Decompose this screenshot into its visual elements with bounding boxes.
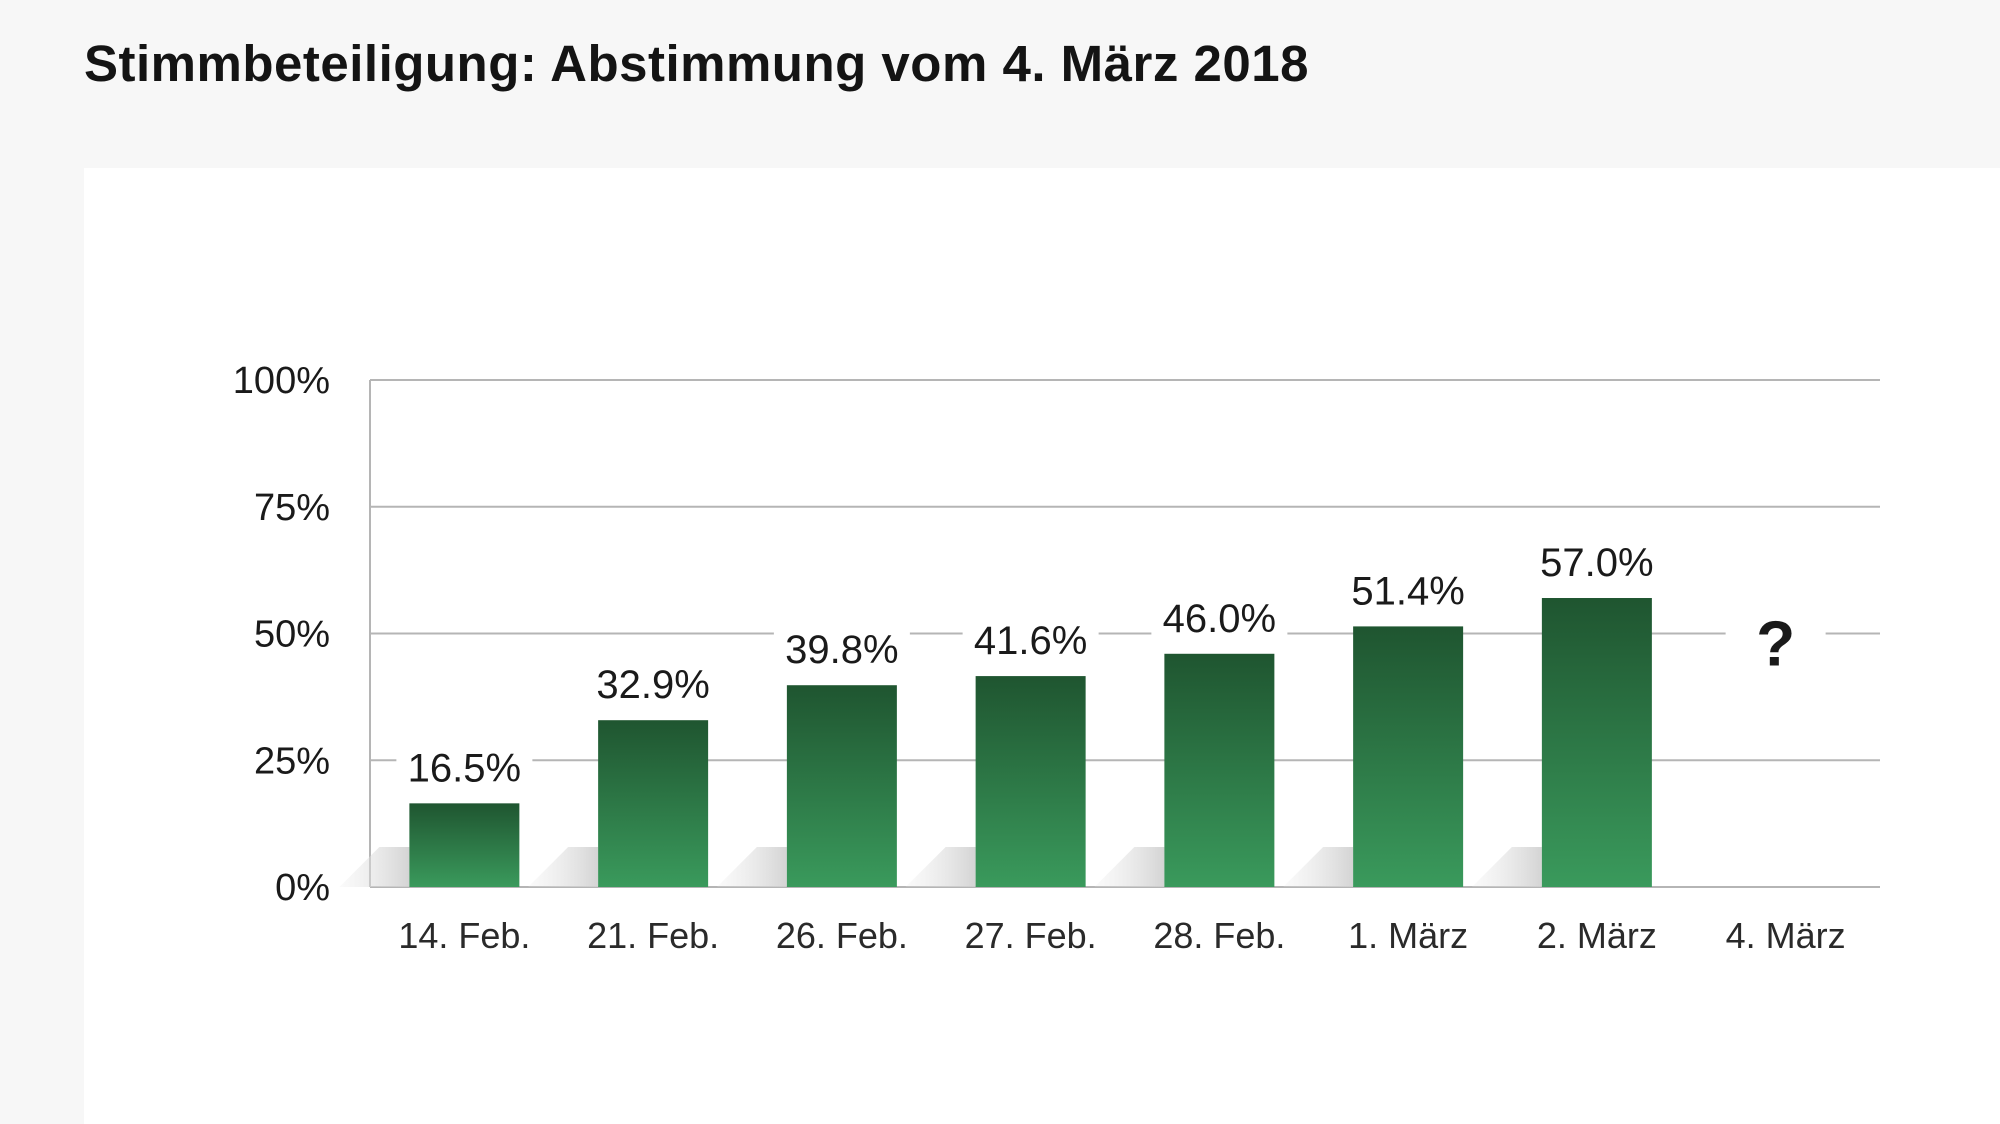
value-label: 32.9% xyxy=(596,663,709,707)
value-label: 51.4% xyxy=(1351,569,1464,613)
y-tick-label: 25% xyxy=(254,740,330,782)
x-tick-label: 4. März xyxy=(1726,915,1846,956)
x-tick-label: 21. Feb. xyxy=(587,915,719,956)
bar-shadow xyxy=(339,847,410,887)
x-tick-label: 27. Feb. xyxy=(965,915,1097,956)
unknown-label-bg xyxy=(1725,593,1826,674)
x-tick-label: 28. Feb. xyxy=(1153,915,1285,956)
y-tick-label: 50% xyxy=(254,614,330,656)
bar xyxy=(598,720,709,887)
labels: 0% 25% 50% 75% 100% 14. Feb. 16.5% 21. Feb. 32.9… xyxy=(233,360,1846,956)
bar xyxy=(1541,598,1652,887)
value-label-bg xyxy=(1151,593,1288,642)
value-label: 16.5% xyxy=(408,746,521,790)
bar xyxy=(975,676,1086,887)
unknown-value-label: ? xyxy=(1756,608,1795,680)
bar xyxy=(786,685,897,887)
bar xyxy=(409,803,520,887)
x-tick-label: 14. Feb. xyxy=(398,915,530,956)
x-tick-label: 2. März xyxy=(1537,915,1657,956)
value-label: 46.0% xyxy=(1163,597,1276,641)
bar-shadow xyxy=(905,847,976,887)
bar-shadows xyxy=(339,847,1542,887)
y-tick-label: 100% xyxy=(233,360,330,402)
value-label-bg xyxy=(396,743,533,792)
value-label-bg xyxy=(585,660,722,709)
value-label: 39.8% xyxy=(785,628,898,672)
value-label-bg xyxy=(1340,566,1477,615)
bar-shadow xyxy=(1283,847,1354,887)
bar-shadow xyxy=(528,847,599,887)
gridlines xyxy=(369,379,1880,888)
bar-shadow xyxy=(716,847,787,887)
bars xyxy=(409,598,1652,887)
x-tick-label: 1. März xyxy=(1348,915,1468,956)
value-label-bg xyxy=(773,625,910,674)
y-tick-label: 75% xyxy=(254,487,330,529)
chart-title: Stimmbeteiligung: Abstimmung vom 4. März… xyxy=(84,35,1309,92)
value-label: 57.0% xyxy=(1540,541,1653,585)
value-label-bg xyxy=(962,616,1099,665)
y-tick-label: 0% xyxy=(275,867,330,909)
x-tick-label: 26. Feb. xyxy=(776,915,908,956)
value-label: 41.6% xyxy=(974,619,1087,663)
value-label-bg xyxy=(1528,538,1665,587)
bar xyxy=(1353,626,1464,887)
bar xyxy=(1164,653,1275,887)
bar-shadow xyxy=(1471,847,1542,887)
bar-shadow xyxy=(1094,847,1165,887)
